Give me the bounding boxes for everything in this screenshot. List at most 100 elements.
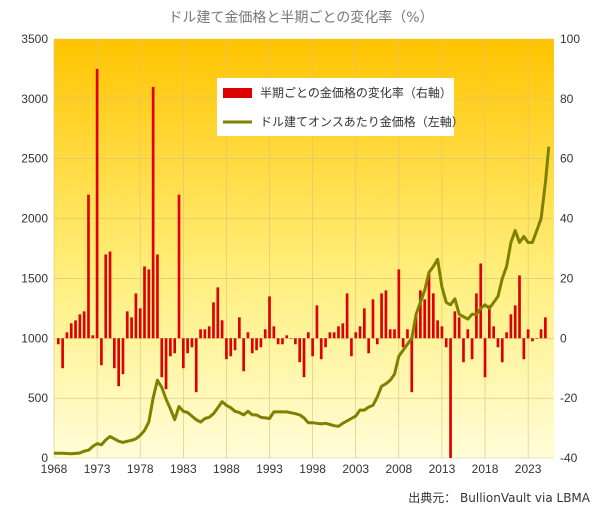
change-bar (177, 194, 181, 339)
change-bar (199, 329, 202, 339)
change-bar (95, 68, 99, 339)
x-tick-label: 1988 (213, 462, 240, 476)
change-bar (263, 329, 267, 339)
left-tick-label: 1500 (21, 271, 48, 285)
change-bar (324, 338, 327, 348)
change-bar (113, 338, 116, 369)
left-tick-label: 3500 (21, 32, 48, 46)
right-tick-label: 40 (560, 212, 574, 226)
change-bar (440, 326, 444, 339)
change-bar (225, 338, 228, 360)
change-bar (82, 311, 86, 339)
left-tick-label: 500 (28, 391, 48, 405)
change-bar (397, 269, 401, 339)
change-bar (169, 338, 172, 357)
change-bar (475, 293, 478, 339)
change-bar (371, 299, 375, 339)
bar-series (56, 68, 547, 458)
change-bar (332, 332, 336, 339)
change-bar (341, 323, 345, 339)
change-bar (470, 338, 474, 360)
change-bar (328, 332, 332, 339)
change-bar (488, 305, 491, 339)
x-tick-label: 1993 (256, 462, 283, 476)
right-tick-label: 20 (560, 271, 574, 285)
change-bar (453, 311, 457, 339)
source-note: 出典元： BullionVault via LBMA (408, 491, 591, 505)
change-bar (104, 254, 108, 339)
change-bar (289, 338, 293, 339)
right-axis-ticks: -40 -20 0 20 40 60 80 100 (560, 32, 580, 465)
change-bar (74, 320, 77, 339)
change-bar (531, 338, 534, 342)
change-bar (436, 320, 439, 339)
left-axis-ticks: 0 500 1000 1500 2000 2500 3000 3500 (21, 32, 48, 465)
legend-line-label: ドル建てオンスあたり金価格（左軸） (260, 114, 464, 129)
x-tick-label: 2023 (515, 462, 542, 476)
change-bar (492, 326, 495, 339)
change-bar (449, 338, 452, 458)
right-tick-label: 0 (560, 331, 567, 345)
change-bar (238, 317, 241, 339)
change-bar (203, 329, 207, 339)
change-bar (457, 317, 461, 339)
change-bar (363, 308, 366, 339)
change-bar (147, 269, 151, 339)
chart-title: ドル建て金価格と半期ごとの変化率（%） (168, 9, 433, 26)
change-bar (539, 329, 543, 339)
change-bar (302, 338, 306, 378)
change-bar (427, 272, 431, 339)
gold-price-line (54, 146, 551, 456)
change-bar (125, 311, 129, 339)
change-bar (384, 290, 388, 339)
legend-bar-swatch (223, 88, 252, 98)
change-bar (212, 302, 215, 339)
change-bar (151, 86, 155, 339)
change-bar (216, 287, 220, 339)
change-bar (500, 338, 504, 363)
right-tick-label: 100 (560, 32, 580, 46)
change-bar (410, 338, 414, 393)
change-bar (285, 335, 289, 339)
change-bar (337, 326, 340, 339)
change-bar (117, 338, 120, 387)
change-bar (380, 293, 383, 339)
change-bar (138, 308, 142, 339)
change-bar (294, 338, 297, 345)
change-bar (544, 317, 547, 339)
change-bar (354, 332, 358, 339)
left-tick-label: 3000 (21, 92, 48, 106)
change-bar (513, 305, 517, 339)
change-bar (100, 338, 103, 366)
change-bar (268, 296, 271, 339)
change-bar (276, 338, 280, 345)
change-bar (250, 338, 254, 354)
change-bar (246, 332, 250, 339)
change-bar (444, 338, 448, 348)
x-tick-label: 1998 (299, 462, 326, 476)
change-bar (535, 338, 539, 339)
change-bar (181, 338, 185, 369)
change-bar (505, 332, 508, 339)
change-bar (65, 332, 69, 339)
change-bar (388, 329, 392, 339)
change-bar (311, 338, 314, 357)
change-bar (496, 338, 500, 348)
change-bar (108, 251, 112, 339)
x-tick-label: 2013 (429, 462, 456, 476)
change-bar (367, 338, 370, 354)
change-bar (186, 338, 189, 354)
change-bar (419, 290, 422, 339)
x-tick-label: 1983 (170, 462, 197, 476)
line-series (54, 146, 551, 456)
left-tick-label: 1000 (21, 331, 48, 345)
change-bar (220, 320, 224, 339)
change-bar (509, 314, 513, 339)
change-bar (466, 329, 470, 339)
change-bar (298, 338, 302, 363)
x-tick-label: 2008 (385, 462, 412, 476)
change-bar (78, 314, 82, 339)
change-bar (242, 338, 245, 372)
right-tick-label: -20 (560, 391, 578, 405)
